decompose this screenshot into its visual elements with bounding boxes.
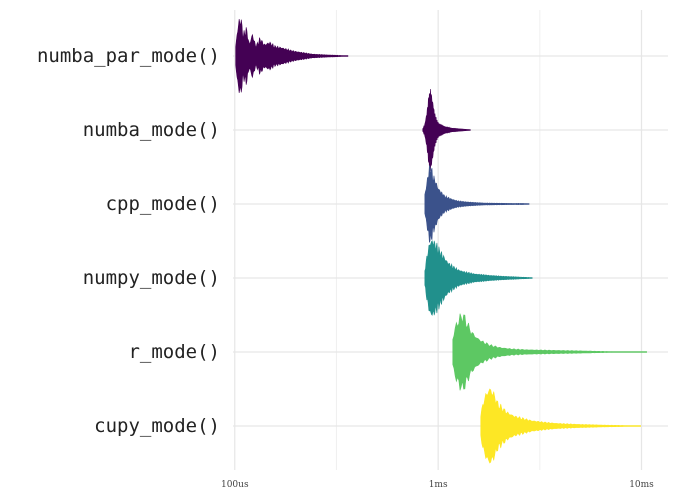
y-tick-label: cupy_mode() xyxy=(94,415,220,437)
x-tick-label: 10ms xyxy=(629,480,654,490)
y-tick-label: cpp_mode() xyxy=(106,193,220,215)
violin-numba-mode xyxy=(422,89,471,171)
y-tick-label: r_mode() xyxy=(128,341,220,363)
y-tick-label: numba_par_mode() xyxy=(37,45,220,67)
violin-cupy-mode xyxy=(480,388,641,464)
violin-numpy-mode xyxy=(424,240,533,316)
y-axis-labels: numba_par_mode() numba_mode() cpp_mode()nu… xyxy=(37,45,220,437)
y-tick-label: numpy_mode() xyxy=(83,267,220,289)
x-axis-tick-labels: 100us 1ms 10ms xyxy=(221,480,654,490)
grid xyxy=(233,10,668,470)
violin-r-mode xyxy=(452,313,647,391)
violins xyxy=(235,19,647,464)
x-tick-label: 1ms xyxy=(429,480,448,490)
x-tick-label: 100us xyxy=(221,480,249,490)
violin-cpp-mode xyxy=(424,165,530,243)
violin-numba-par-mode xyxy=(235,19,349,93)
y-tick-label: numba_mode() xyxy=(83,119,220,141)
